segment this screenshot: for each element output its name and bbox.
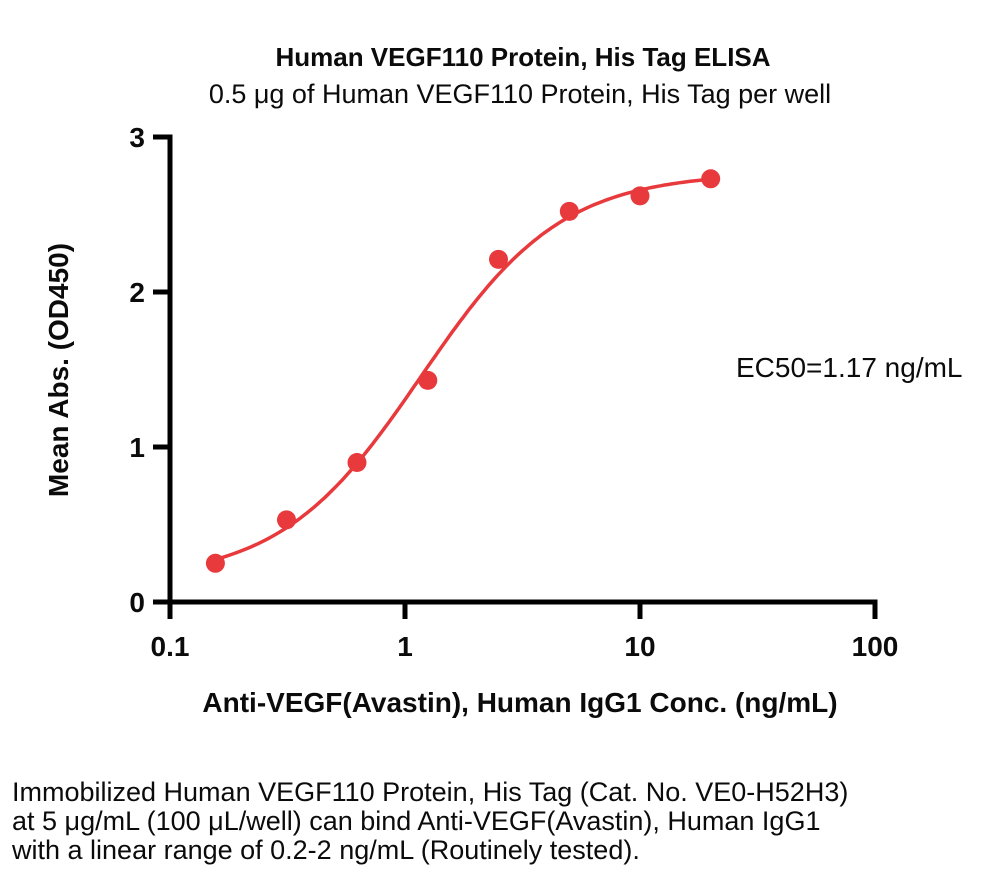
data-point [205, 553, 225, 573]
data-point [630, 186, 650, 206]
data-point [277, 510, 296, 530]
x-axis-ticks [167, 602, 878, 619]
data-point [418, 370, 438, 390]
plot-area [205, 169, 721, 573]
chart-title: Human VEGF110 Protein, His Tag ELISA [275, 42, 770, 72]
fit-curve [213, 177, 713, 562]
y-tick-label-0: 0 [129, 587, 145, 618]
caption-line-2: at 5 μg/mL (100 μL/well) can bind Anti-V… [12, 806, 821, 836]
axes: 0 1 2 3 0.1 1 10 100 Anti-VEGF(Avastin),… [43, 122, 898, 718]
elisa-chart: Human VEGF110 Protein, His Tag ELISA 0.5… [43, 42, 963, 718]
x-tick-label-10: 10 [624, 631, 655, 662]
figure-caption: Immobilized Human VEGF110 Protein, His T… [12, 778, 848, 865]
caption-line-1: Immobilized Human VEGF110 Protein, His T… [12, 777, 849, 807]
y-tick-label-2: 2 [129, 277, 145, 308]
chart-subtitle: 0.5 μg of Human VEGF110 Protein, His Tag… [209, 79, 831, 109]
y-tick-label-1: 1 [129, 432, 145, 463]
data-point [347, 453, 367, 472]
y-axis-title: Mean Abs. (OD450) [43, 243, 74, 497]
data-point [559, 201, 579, 221]
y-axis-ticks [153, 134, 170, 605]
x-tick-label-100: 100 [852, 631, 899, 662]
x-tick-label-1: 1 [397, 631, 413, 662]
caption-line-3: with a linear range of 0.2-2 ng/mL (Rout… [12, 835, 640, 865]
data-point [489, 249, 508, 269]
x-tick-label-0.1: 0.1 [151, 631, 190, 662]
y-tick-label-3: 3 [129, 122, 145, 153]
x-axis-title: Anti-VEGF(Avastin), Human IgG1 Conc. (ng… [202, 687, 837, 718]
data-point [701, 169, 721, 189]
ec50-annotation: EC50=1.17 ng/mL [736, 352, 963, 383]
